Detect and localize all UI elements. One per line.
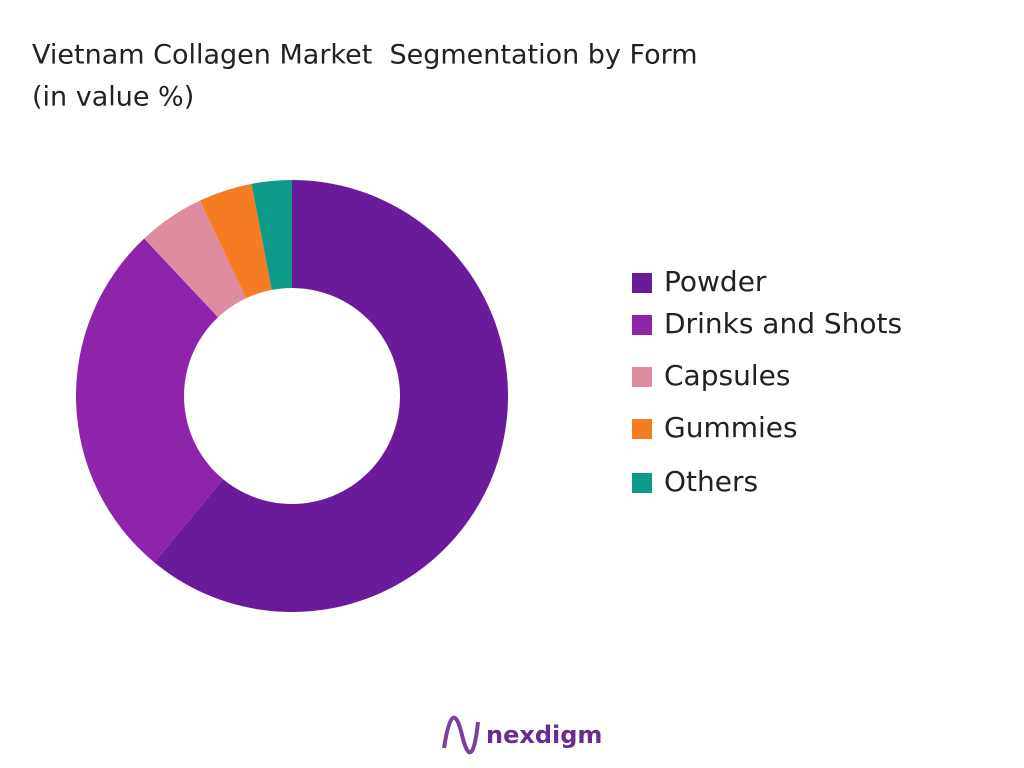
donut-slice bbox=[76, 238, 224, 563]
chart-subtitle: (in value %) bbox=[32, 82, 194, 113]
legend-swatch bbox=[632, 315, 652, 335]
legend-label: Capsules bbox=[664, 359, 790, 392]
logo-mark bbox=[442, 715, 480, 755]
legend-label: Gummies bbox=[664, 411, 798, 444]
logo: nexdigm bbox=[442, 715, 602, 755]
legend-label: Others bbox=[664, 465, 758, 498]
donut-slice bbox=[154, 180, 509, 612]
donut-slice bbox=[144, 200, 247, 318]
chart-title: Vietnam Collagen Market Segmentation by … bbox=[32, 40, 698, 71]
brand-name: nexdigm bbox=[486, 721, 602, 749]
donut-slice bbox=[251, 180, 292, 290]
donut-slice bbox=[200, 183, 272, 299]
legend-label: Powder bbox=[664, 265, 767, 298]
legend-swatch bbox=[632, 367, 652, 387]
legend-label: Drinks and Shots bbox=[664, 307, 902, 340]
legend-swatch bbox=[632, 273, 652, 293]
legend-swatch bbox=[632, 419, 652, 439]
legend-swatch bbox=[632, 473, 652, 493]
